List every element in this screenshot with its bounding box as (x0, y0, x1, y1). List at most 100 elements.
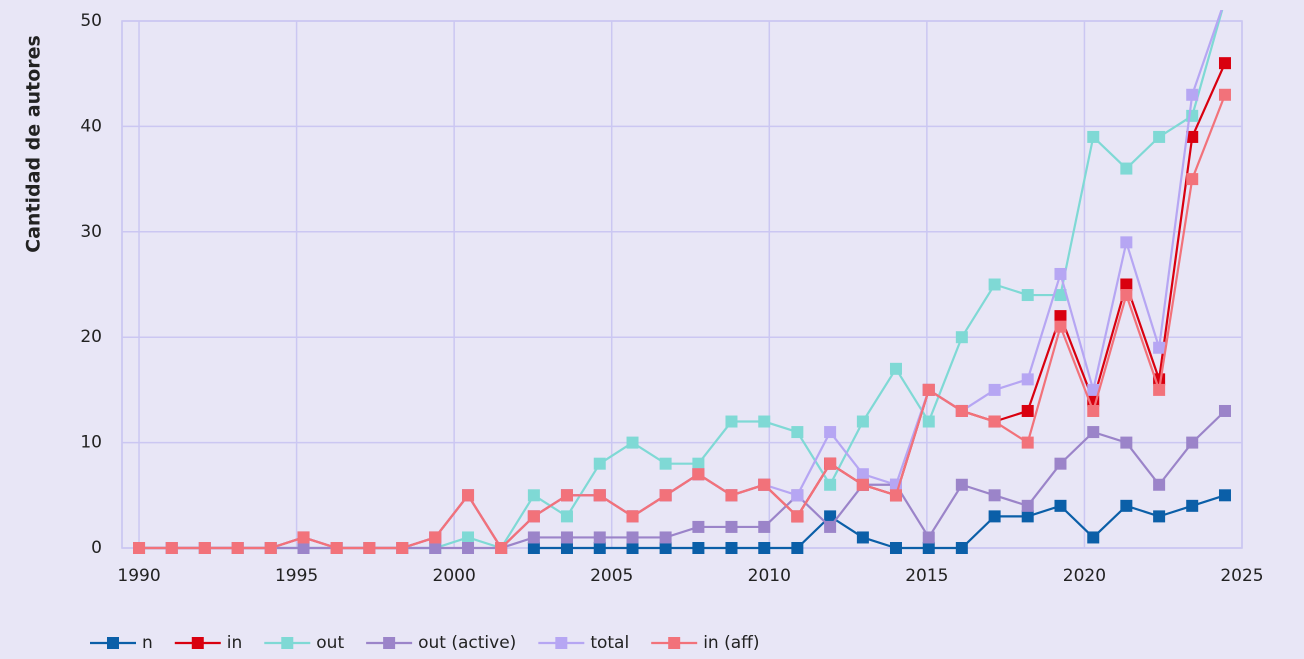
marker (231, 542, 244, 554)
marker (462, 542, 475, 554)
marker (856, 531, 869, 544)
legend-marker (555, 637, 568, 649)
y-axis-label: Cantidad de autores (23, 35, 45, 253)
marker (725, 520, 738, 533)
marker (1218, 88, 1231, 101)
marker (1087, 404, 1100, 417)
marker (1153, 478, 1166, 491)
marker (1218, 489, 1231, 502)
marker (1021, 436, 1034, 449)
marker (527, 489, 540, 502)
marker (1153, 130, 1166, 143)
marker (1186, 130, 1199, 143)
series-line (139, 410, 1226, 550)
marker (1021, 289, 1034, 302)
x-tick-label: 2015 (905, 566, 948, 586)
marker (1054, 499, 1067, 512)
marker (955, 331, 968, 344)
marker (626, 531, 639, 544)
legend-marker (107, 637, 119, 649)
marker (856, 468, 869, 481)
marker (692, 457, 705, 470)
series-line (139, 94, 1227, 550)
marker (955, 404, 968, 417)
marker (593, 457, 606, 470)
marker (593, 531, 606, 544)
marker (758, 415, 771, 428)
marker (659, 489, 672, 502)
marker (1186, 173, 1199, 186)
marker (824, 478, 837, 491)
marker (659, 457, 672, 470)
y-tick-label: 20 (80, 327, 102, 347)
marker (560, 489, 573, 502)
marker (1054, 320, 1067, 333)
marker (429, 531, 442, 544)
marker (955, 478, 968, 491)
marker (922, 542, 935, 554)
x-tick-label: 1990 (117, 566, 160, 586)
marker (363, 542, 376, 554)
y-tick-label: 30 (80, 222, 102, 242)
marker (527, 510, 540, 523)
marker (330, 542, 343, 554)
marker (1153, 510, 1166, 523)
marker (1120, 162, 1133, 175)
marker (1087, 130, 1100, 143)
x-tick-label: 2020 (1063, 566, 1106, 586)
plot-area (133, 0, 1231, 554)
x-tick-label: 2005 (590, 566, 633, 586)
marker (692, 520, 705, 533)
marker (560, 542, 573, 554)
x-tick-label: 2025 (1220, 566, 1263, 586)
y-tick-label: 0 (91, 538, 102, 558)
marker (462, 531, 475, 544)
marker (791, 542, 804, 554)
marker (1120, 499, 1133, 512)
marker (955, 542, 968, 554)
marker (1054, 457, 1067, 470)
marker (527, 542, 540, 554)
marker (988, 510, 1001, 523)
marker (988, 383, 1001, 396)
marker (1054, 310, 1067, 323)
marker (889, 542, 902, 554)
marker (889, 489, 902, 502)
marker (1021, 510, 1034, 523)
marker (626, 436, 639, 449)
series-line (139, 62, 1226, 550)
marker (593, 489, 606, 502)
marker (824, 510, 837, 523)
marker (1218, 404, 1231, 417)
marker (988, 278, 1001, 291)
marker (725, 415, 738, 428)
marker (922, 383, 935, 396)
marker (889, 362, 902, 375)
marker (758, 520, 771, 533)
marker (1186, 88, 1199, 101)
marker (922, 415, 935, 428)
marker (165, 542, 178, 554)
marker (198, 542, 211, 554)
marker (692, 542, 705, 554)
marker (791, 489, 804, 502)
legend-label: out (active) (418, 633, 516, 653)
marker (1054, 267, 1067, 280)
plot-frame (121, 20, 1243, 549)
marker (1219, 0, 1231, 6)
marker (1054, 289, 1067, 302)
x-tick-label: 2000 (433, 566, 476, 586)
legend-label: total (590, 633, 629, 653)
marker (1021, 404, 1034, 417)
marker (1120, 236, 1133, 249)
marker (725, 542, 738, 554)
y-tick-label: 10 (80, 433, 102, 453)
marker (560, 510, 573, 523)
legend-marker (383, 637, 396, 649)
marker (626, 542, 639, 554)
marker (297, 542, 310, 554)
marker (758, 542, 771, 554)
marker (1120, 289, 1133, 302)
marker (396, 542, 409, 554)
